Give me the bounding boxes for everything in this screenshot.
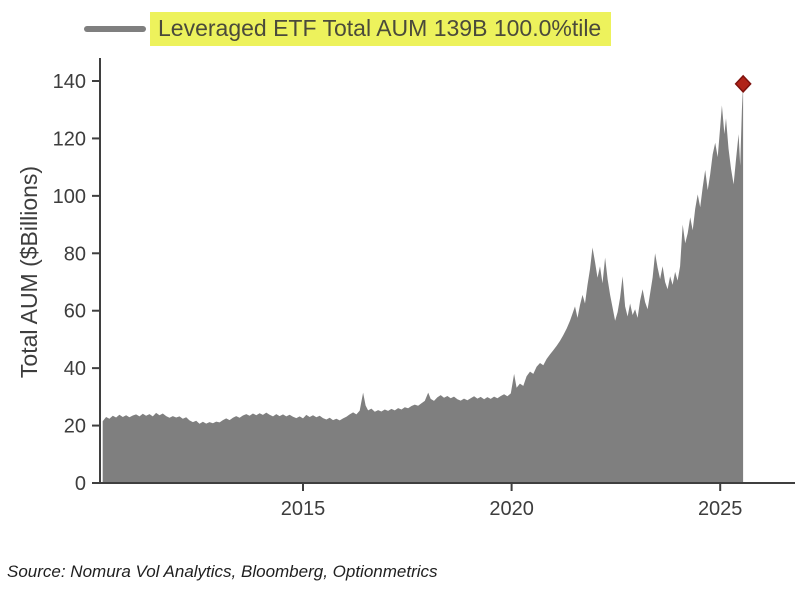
aum-area-series xyxy=(102,83,744,484)
y-tick-label: 0 xyxy=(75,473,86,495)
legend-line-marker xyxy=(84,26,146,32)
legend-label: Leveraged ETF Total AUM 139B 100.0%tile xyxy=(150,12,612,46)
latest-value-diamond-marker xyxy=(734,74,752,93)
y-axis-title: Total AUM ($Billions) xyxy=(16,165,42,379)
x-tick-label: 2020 xyxy=(489,498,534,520)
legend: Leveraged ETF Total AUM 139B 100.0%tile xyxy=(84,12,612,46)
y-tick-label: 100 xyxy=(53,186,86,208)
y-tick-label: 80 xyxy=(64,243,86,265)
y-tick-label: 140 xyxy=(53,71,86,93)
y-tick-label: 60 xyxy=(64,301,86,323)
x-tick-label: 2015 xyxy=(281,498,326,520)
y-tick-label: 40 xyxy=(64,358,86,380)
x-tick-label: 2025 xyxy=(698,498,743,520)
source-note: Source: Nomura Vol Analytics, Bloomberg,… xyxy=(7,562,438,581)
y-tick-label: 120 xyxy=(53,128,86,150)
y-tick-label: 20 xyxy=(64,416,86,438)
